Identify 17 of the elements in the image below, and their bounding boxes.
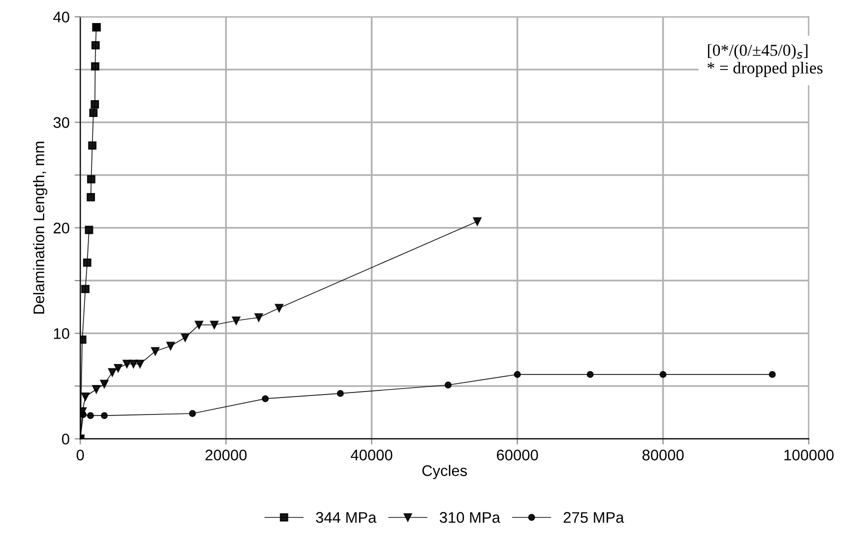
x-tick-label: 20000 — [205, 450, 247, 460]
y-axis-title: Delamination Length, mm — [33, 142, 48, 314]
x-tick-label: 40000 — [350, 450, 392, 460]
annotation: [0*/(0/±45/0)$_{s}$] * = dropped plies — [708, 44, 822, 77]
y-tick-label: 10 — [54, 328, 70, 339]
y-tick-label: 20 — [54, 222, 70, 234]
legend-label: 275 MPa — [564, 512, 624, 523]
legend-label: 310 MPa — [440, 512, 500, 523]
y-tick-label: 0 — [62, 434, 70, 444]
legend-label: 344 MPa — [316, 512, 377, 523]
x-axis-title: Cycles — [422, 464, 467, 480]
x-tick-label: 60000 — [496, 450, 538, 460]
x-tick-label: 100000 — [784, 450, 834, 460]
x-tick-label: 0 — [76, 450, 84, 460]
y-tick-label: 40 — [53, 12, 70, 22]
x-tick-label: 80000 — [642, 450, 684, 460]
y-tick-label: 30 — [53, 117, 70, 128]
